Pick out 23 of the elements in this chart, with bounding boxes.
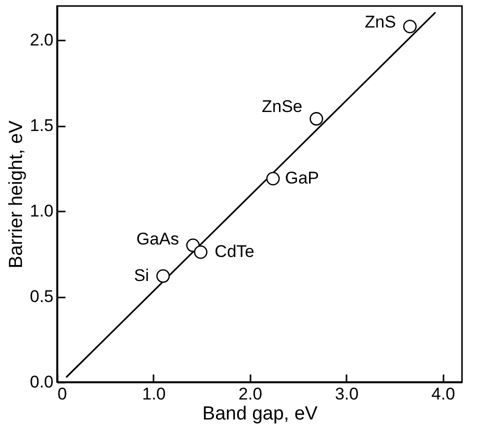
y-axis-title: Barrier height, eV — [6, 120, 27, 268]
point — [266, 172, 280, 186]
x-tick-label: 4.0 — [431, 384, 456, 404]
annotation: CdTe — [214, 242, 254, 262]
y-tick-label: 0.5 — [30, 287, 54, 306]
annotation: GaP — [285, 168, 320, 188]
y-tick-label: 2.0 — [30, 30, 54, 50]
x-tick-label: 1.0 — [142, 384, 166, 404]
y-tick-label: 1.5 — [30, 116, 54, 136]
annotation: Si — [134, 266, 150, 286]
annotation: ZnSe — [262, 96, 302, 116]
point — [403, 20, 417, 34]
x-tick-label: 3.0 — [334, 384, 359, 404]
x-tick-label: 2.0 — [238, 384, 262, 404]
point — [310, 112, 324, 126]
x-axis-title: Band gap, eV — [202, 404, 318, 424]
annotation: ZnS — [364, 12, 396, 32]
y-tick-label: 1.0 — [30, 202, 54, 221]
x-tick-label: 0 — [58, 384, 67, 404]
point — [194, 245, 208, 259]
annotation: GaAs — [136, 229, 179, 248]
y-tick-label: 0.0 — [30, 372, 54, 392]
point — [156, 269, 170, 283]
